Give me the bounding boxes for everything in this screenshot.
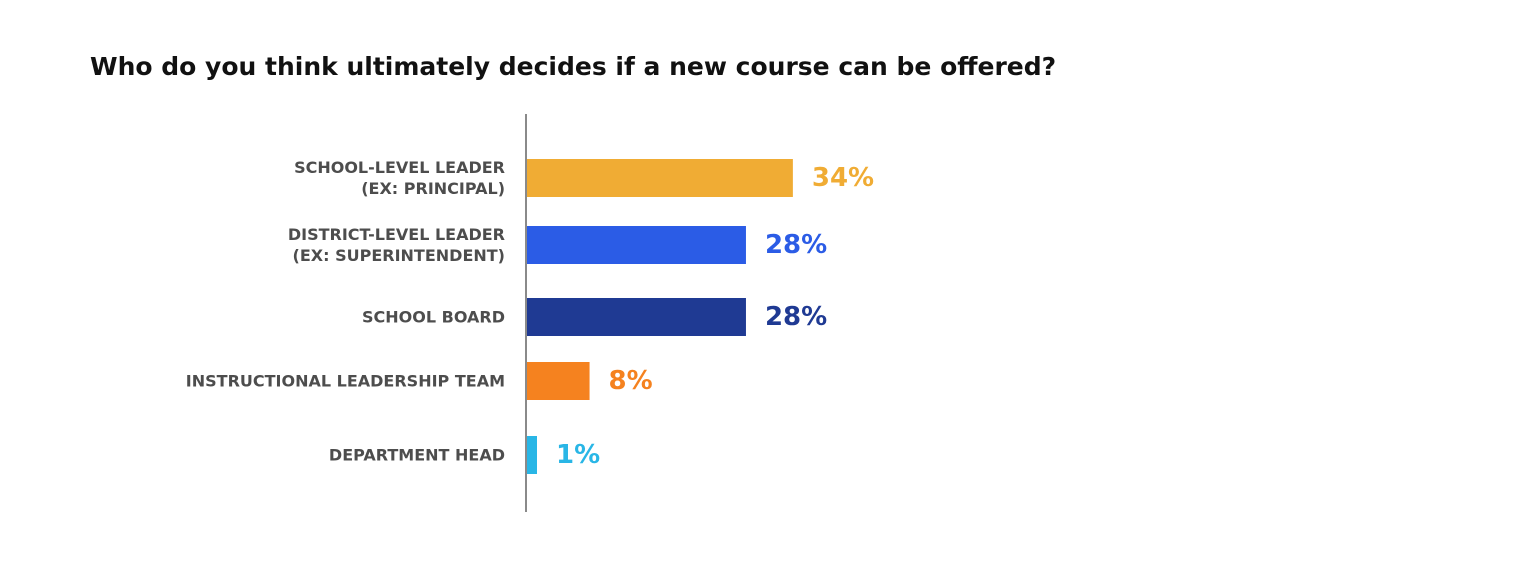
- category-label: (EX: PRINCIPAL): [361, 179, 505, 198]
- value-label: 8%: [609, 366, 653, 396]
- bars-group: 34% SCHOOL-LEVEL LEADER (EX: PRINCIPAL) 28%…: [186, 158, 874, 474]
- value-label: 28%: [765, 230, 827, 260]
- bar: [527, 298, 746, 336]
- category-label: DEPARTMENT HEAD: [329, 446, 505, 465]
- category-label: SCHOOL-LEVEL LEADER: [294, 158, 505, 177]
- category-label: SCHOOL BOARD: [362, 308, 505, 327]
- category-label: DISTRICT-LEVEL LEADER: [288, 225, 505, 244]
- bar: [527, 436, 537, 474]
- bar: [527, 362, 590, 400]
- value-label: 34%: [812, 163, 874, 193]
- chart-title: Who do you think ultimately decides if a…: [90, 52, 1057, 81]
- bar: [527, 226, 746, 264]
- value-label: 1%: [556, 440, 600, 470]
- category-label: (EX: SUPERINTENDENT): [293, 246, 505, 265]
- bar: [527, 159, 793, 197]
- value-label: 28%: [765, 302, 827, 332]
- category-label: INSTRUCTIONAL LEADERSHIP TEAM: [186, 372, 505, 391]
